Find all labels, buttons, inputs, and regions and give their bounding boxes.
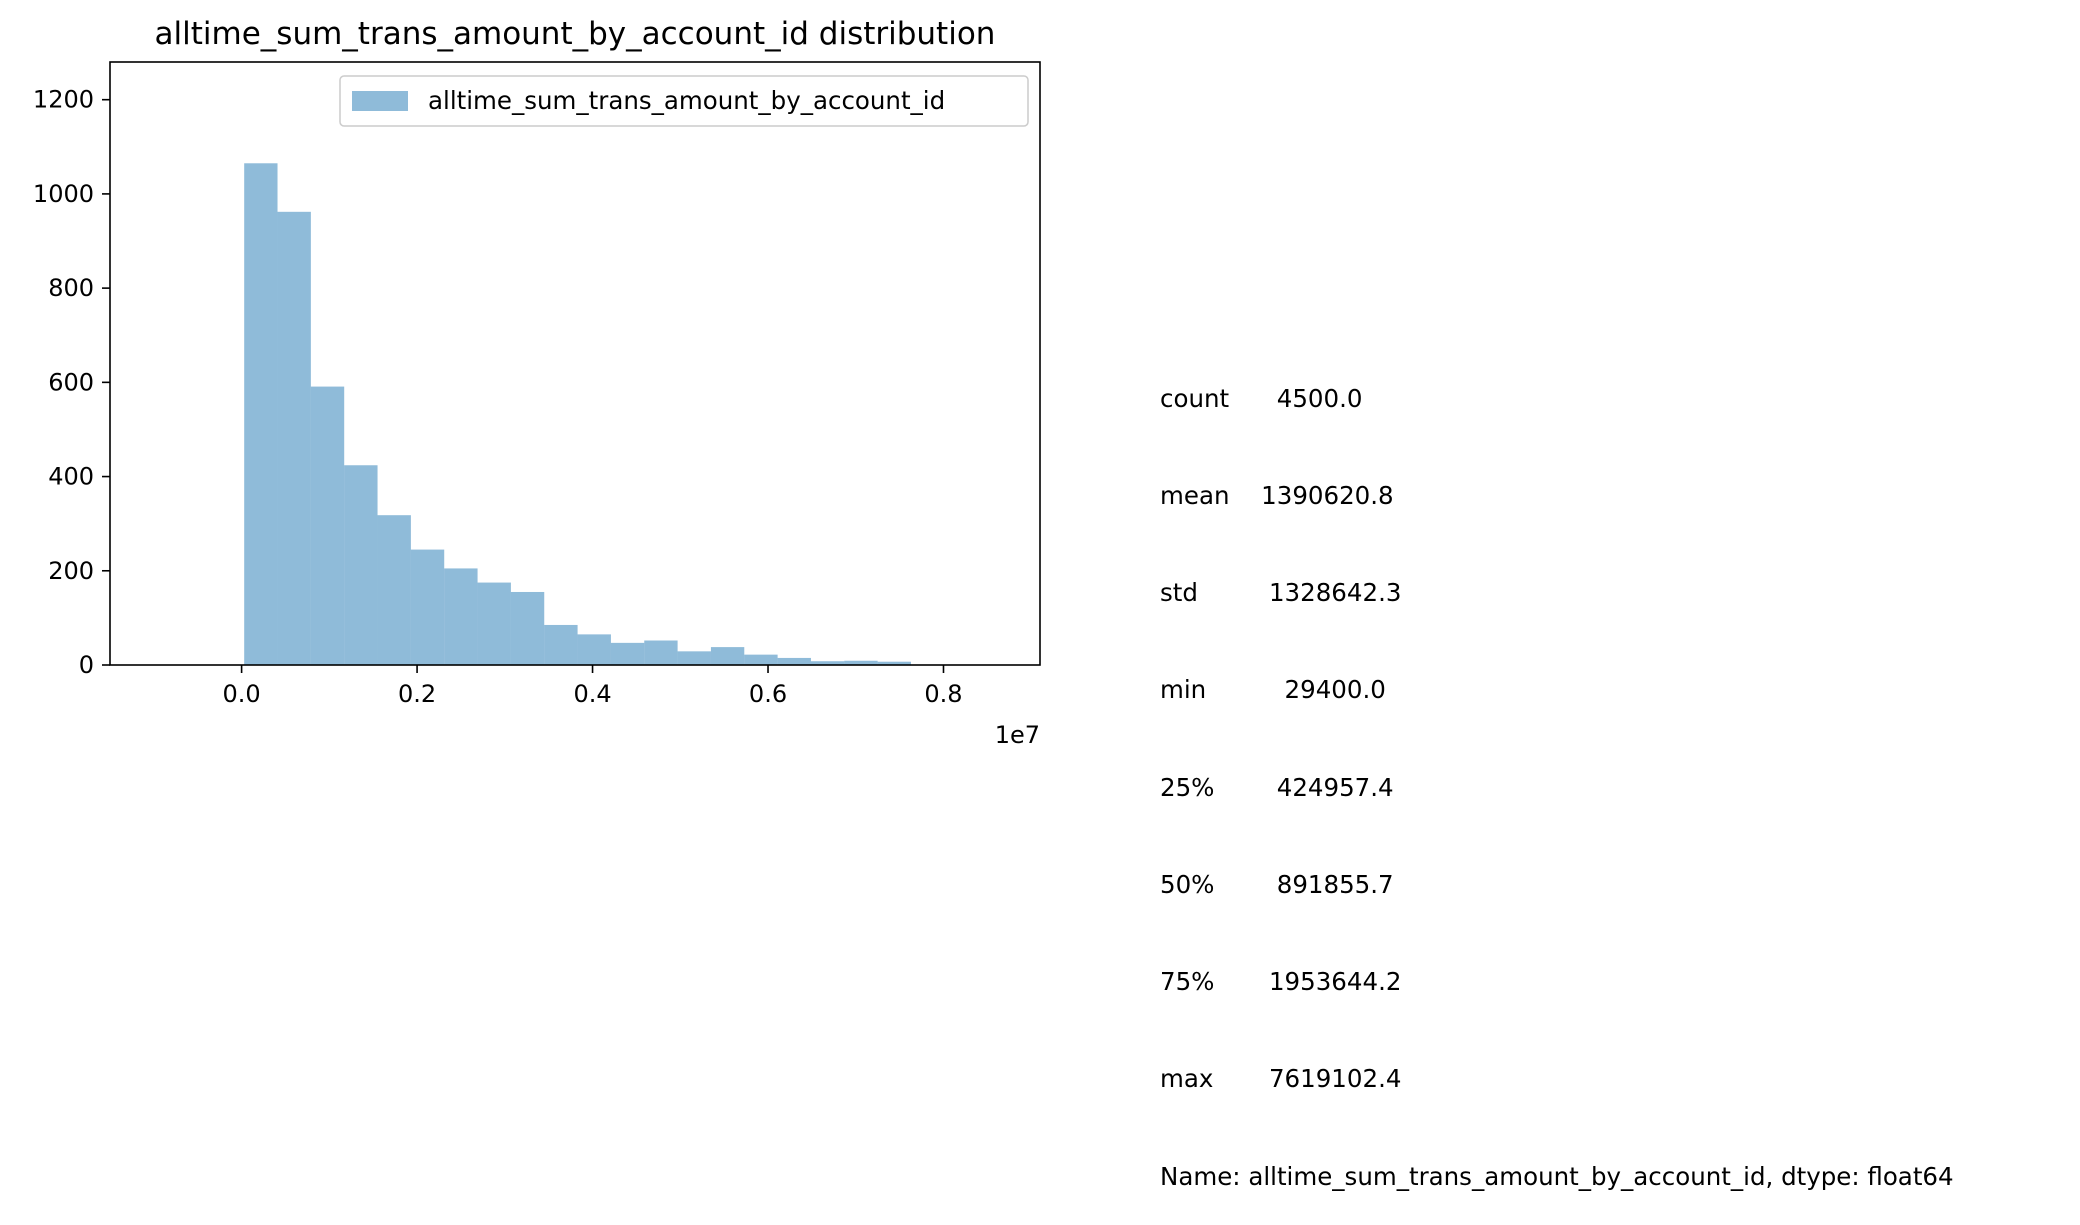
stat-row-mean: mean 1390620.8 — [1160, 480, 1954, 512]
stat-row-25pct: 25% 424957.4 — [1160, 772, 1954, 804]
y-tick-label: 0 — [79, 651, 94, 679]
x-tick-label: 0.8 — [924, 680, 962, 708]
legend-box — [339, 75, 1029, 127]
stat-row-count: count 4500.0 — [1160, 383, 1954, 415]
stat-key: std — [1160, 578, 1198, 608]
x-axis: 0.0 0.2 0.4 0.6 0.8 — [223, 665, 963, 708]
histogram-bar — [244, 163, 278, 665]
stat-value: 1953644.2 — [1268, 967, 1402, 997]
stat-value: 7619102.4 — [1268, 1064, 1402, 1094]
histogram-chart: alltime_sum_trans_amount_by_account_id d… — [33, 16, 1041, 749]
stat-key: 25% — [1160, 772, 1215, 802]
chart-title: alltime_sum_trans_amount_by_account_id d… — [155, 16, 996, 52]
stat-footer: Name: alltime_sum_trans_amount_by_accoun… — [1160, 1161, 1954, 1191]
histogram-bar — [644, 640, 678, 665]
stat-value: 1328642.3 — [1268, 578, 1402, 608]
histogram-bar — [577, 634, 611, 665]
stats-summary: count 4500.0 mean 1390620.8 std 1328642.… — [1160, 318, 1954, 1225]
plot-frame — [109, 61, 1041, 666]
stat-key: 50% — [1160, 869, 1215, 899]
x-tick-label: 0.6 — [749, 680, 787, 708]
histogram-bar — [344, 465, 378, 665]
y-tick-label: 800 — [48, 274, 94, 302]
stat-value: 4500.0 — [1276, 383, 1363, 413]
histogram-bar — [810, 661, 845, 665]
stat-value: 29400.0 — [1284, 675, 1386, 705]
legend-swatch — [352, 91, 408, 111]
stat-row-max: max 7619102.4 — [1160, 1063, 1954, 1095]
stat-spacer — [1230, 384, 1277, 413]
histogram-bar — [744, 654, 778, 665]
histogram-bar — [277, 211, 311, 666]
x-tick-label: 0.2 — [398, 680, 436, 708]
histogram-bar — [310, 386, 345, 665]
histogram-bar — [710, 647, 745, 665]
x-tick-label: 0.4 — [573, 680, 611, 708]
stat-spacer — [1230, 1064, 1269, 1093]
stat-row-std: std 1328642.3 — [1160, 577, 1954, 609]
histogram-bar — [610, 642, 645, 665]
y-tick-label: 1200 — [33, 86, 94, 114]
histogram-bar — [844, 660, 878, 665]
stat-spacer — [1230, 675, 1285, 704]
stat-value: 1390620.8 — [1261, 481, 1394, 511]
stat-spacer — [1230, 967, 1269, 996]
stat-spacer — [1230, 773, 1277, 802]
stat-value: 891855.7 — [1276, 869, 1394, 899]
y-tick-label: 200 — [48, 557, 94, 585]
stat-row-75pct: 75% 1953644.2 — [1160, 966, 1954, 998]
histogram-bar — [777, 657, 811, 665]
stat-spacer — [1230, 870, 1277, 899]
histogram-bar — [877, 661, 911, 665]
stat-value: 424957.4 — [1276, 772, 1394, 802]
stat-key: min — [1160, 675, 1207, 705]
histogram-bar — [477, 582, 511, 665]
legend-label: alltime_sum_trans_amount_by_account_id — [428, 86, 945, 115]
stat-key: mean — [1160, 481, 1230, 511]
histogram-bar — [377, 515, 411, 665]
stat-spacer — [1230, 578, 1269, 607]
stat-row-min: min 29400.0 — [1160, 674, 1954, 706]
histogram-bars — [244, 163, 911, 666]
stat-key: count — [1160, 383, 1230, 413]
stat-key: max — [1160, 1064, 1214, 1094]
histogram-bar — [444, 568, 478, 665]
y-tick-label: 600 — [48, 368, 94, 396]
chart-legend: alltime_sum_trans_amount_by_account_id — [339, 75, 1029, 127]
stat-spacer — [1230, 481, 1261, 510]
y-tick-label: 400 — [48, 463, 94, 491]
stat-key: 75% — [1160, 967, 1215, 997]
y-tick-label: 1000 — [33, 180, 94, 208]
histogram-bar — [544, 624, 578, 665]
histogram-bar — [510, 591, 545, 665]
stat-row-50pct: 50% 891855.7 — [1160, 869, 1954, 901]
x-tick-label: 0.0 — [223, 680, 261, 708]
y-axis: 0 200 400 600 800 1000 1200 — [33, 86, 110, 679]
x-axis-offset-label: 1e7 — [995, 721, 1040, 749]
histogram-bar — [410, 549, 445, 665]
histogram-bar — [677, 651, 711, 665]
